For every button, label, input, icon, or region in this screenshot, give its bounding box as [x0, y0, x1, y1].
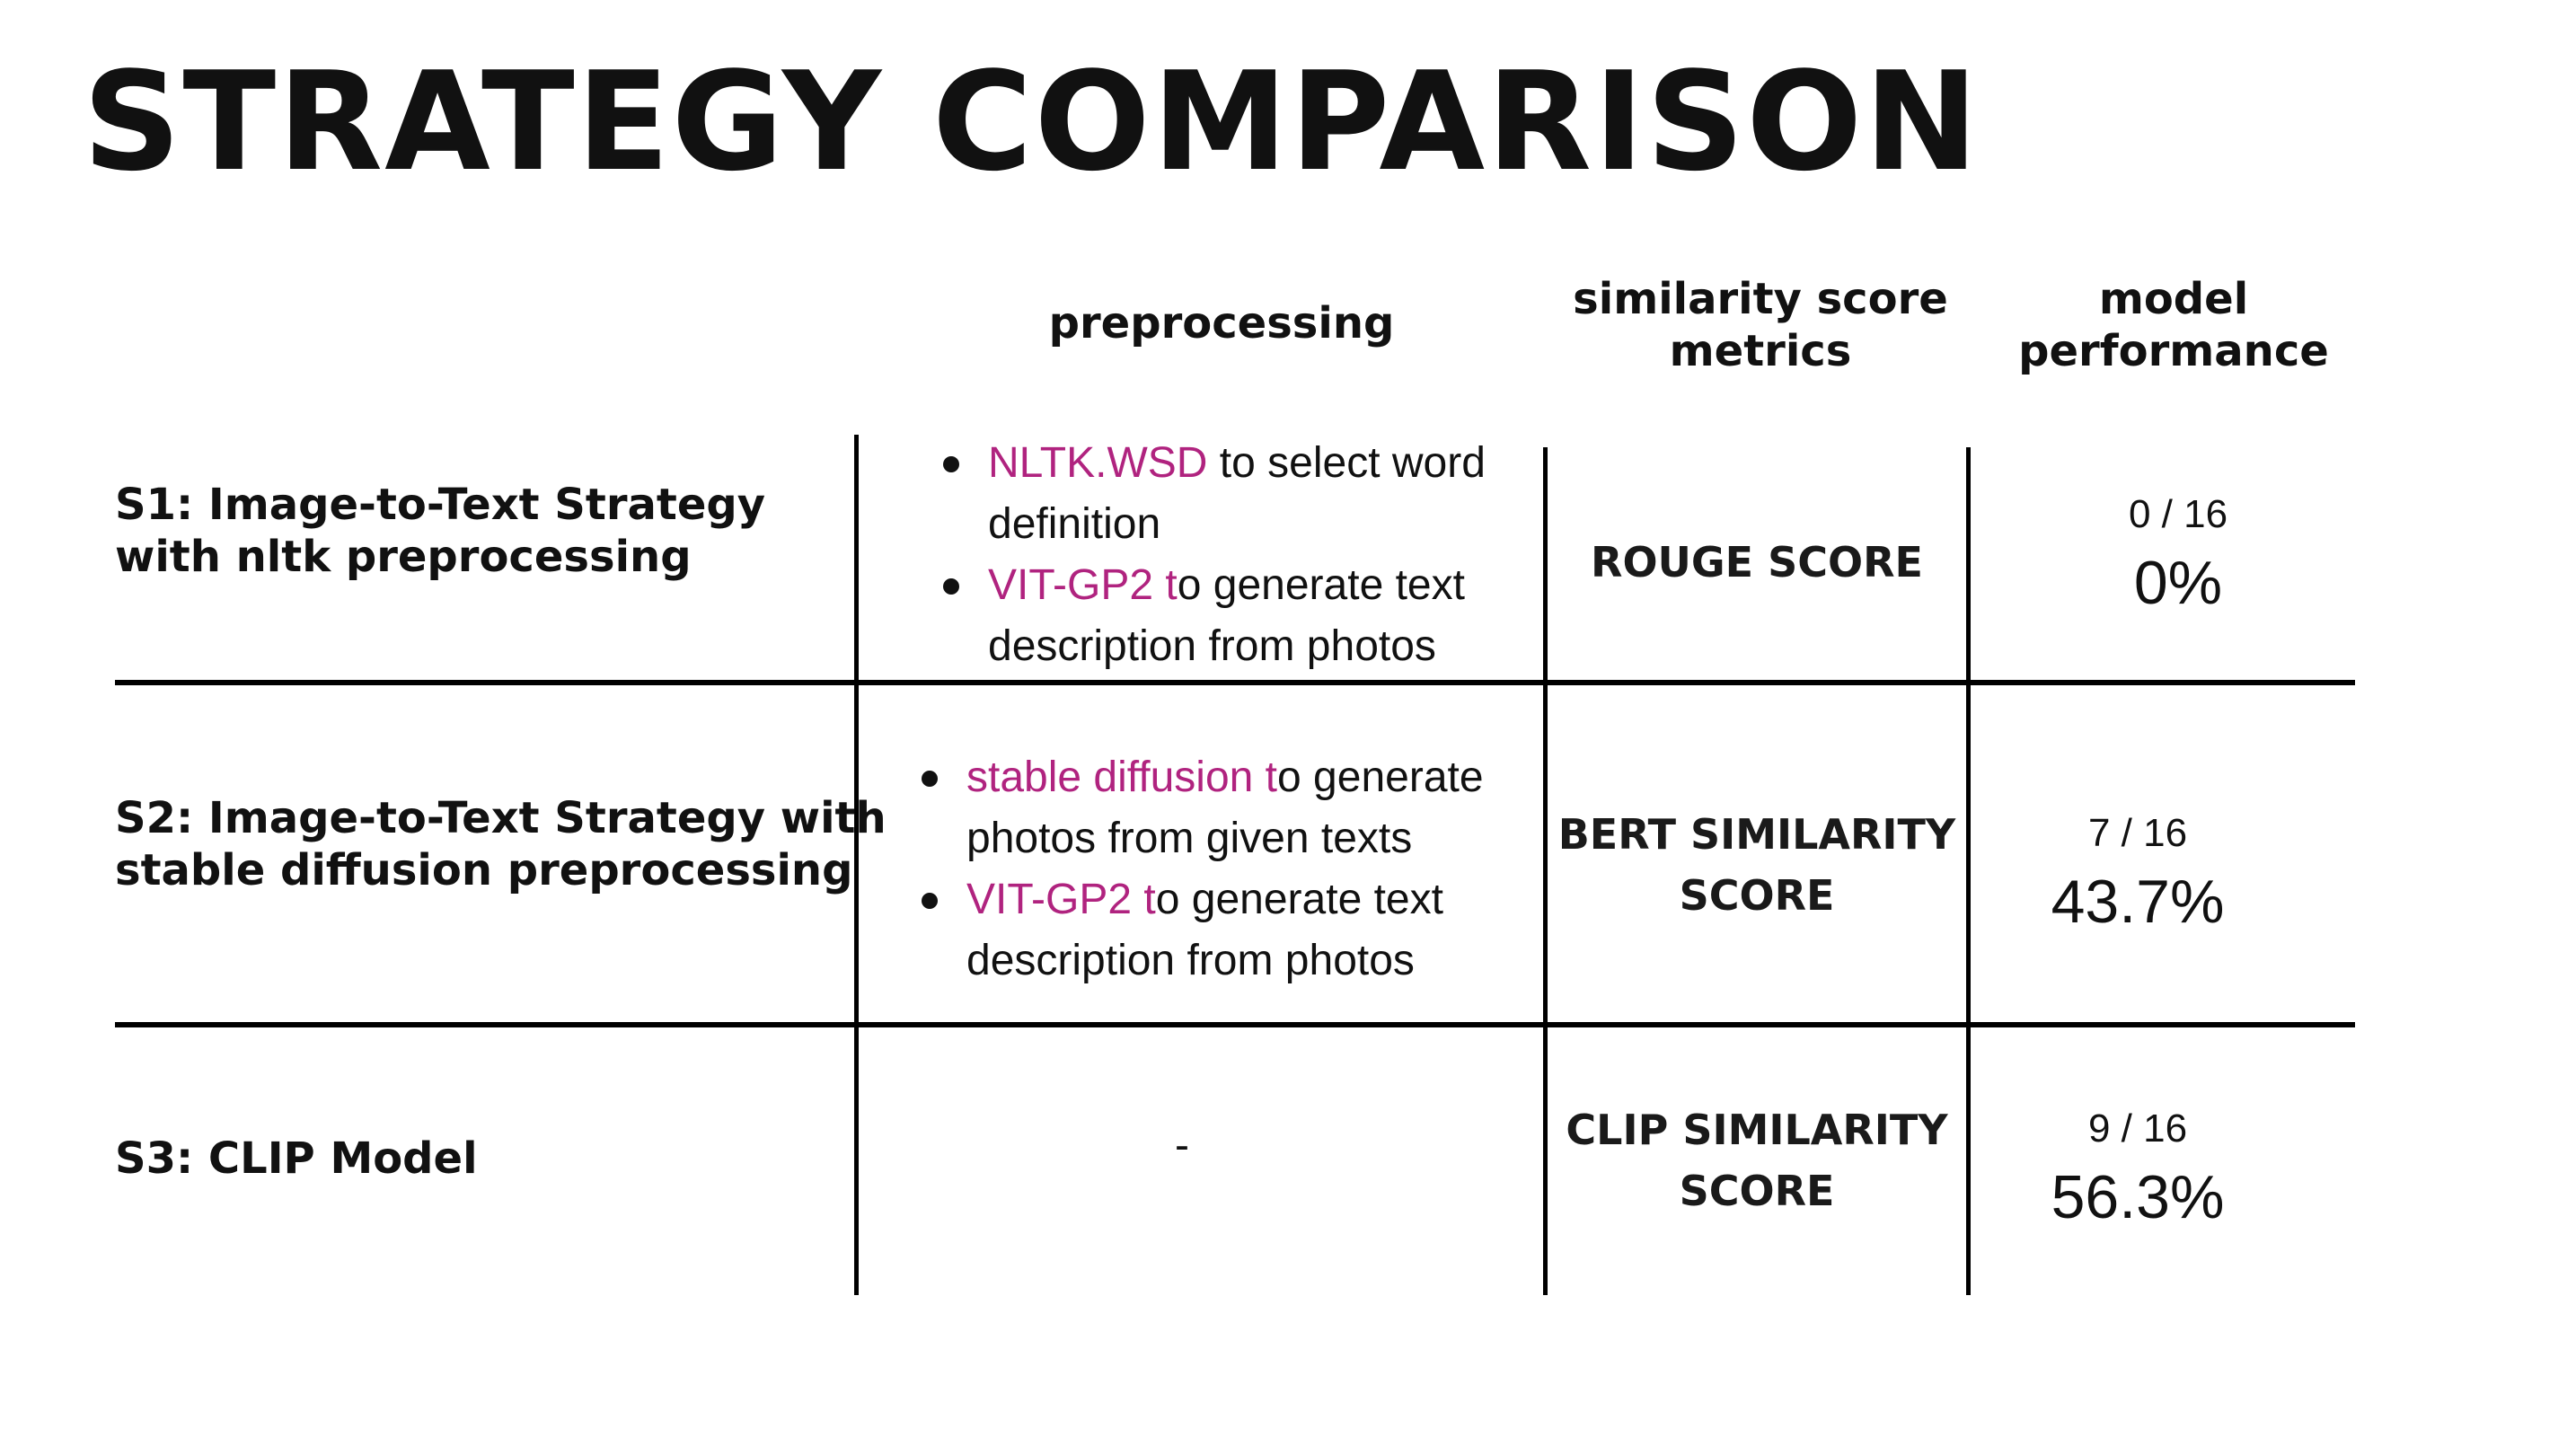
- list-item: stable diffusion to generate photos from…: [920, 747, 1484, 869]
- header-model-performance: model performance: [2018, 274, 2329, 376]
- row-divider-1: [115, 680, 2355, 685]
- list-item: VIT-GP2 to generate text description fro…: [920, 869, 1484, 992]
- row-label-s3: S3: CLIP Model: [115, 1133, 478, 1184]
- column-divider-1: [854, 435, 859, 1295]
- score-count: 0 / 16: [2128, 492, 2228, 536]
- header-preprocessing: preprocessing: [1048, 298, 1395, 348]
- list-item: NLTK.WSD to select word definition: [941, 433, 1486, 555]
- performance-s3: 9 / 16 56.3%: [1949, 1102, 2326, 1239]
- preprocessing-empty-s3: -: [1175, 1122, 1189, 1169]
- row-label-s1: S1: Image-to-Text Strategy with nltk pre…: [115, 480, 766, 582]
- metric-s1: ROUGE SCORE: [1591, 538, 1923, 586]
- row-divider-2: [115, 1022, 2355, 1027]
- performance-s2: 7 / 16 43.7%: [1949, 807, 2326, 943]
- score-percent: 43.7%: [2051, 868, 2225, 936]
- column-divider-3: [1966, 447, 1971, 1295]
- preprocessing-list-s1: NLTK.WSD to select word definition VIT-G…: [941, 433, 1486, 677]
- header-similarity-metrics: similarity score metrics: [1573, 274, 1948, 376]
- list-item: VIT-GP2 to generate text description fro…: [941, 555, 1486, 677]
- performance-s1: 0 / 16 0%: [1989, 488, 2367, 624]
- score-percent: 56.3%: [2051, 1163, 2225, 1231]
- preprocessing-list-s2: stable diffusion to generate photos from…: [920, 747, 1484, 992]
- score-percent: 0%: [2133, 549, 2223, 617]
- metric-s3: CLIP SIMILARITY SCORE: [1566, 1106, 1948, 1215]
- score-count: 7 / 16: [2087, 811, 2188, 855]
- row-label-s2: S2: Image-to-Text Strategy with stable d…: [115, 793, 887, 895]
- page-title: STRATEGY COMPARISON: [83, 42, 1981, 201]
- score-count: 9 / 16: [2087, 1106, 2188, 1150]
- metric-s2: BERT SIMILARITY SCORE: [1557, 810, 1956, 920]
- column-divider-2: [1543, 447, 1548, 1295]
